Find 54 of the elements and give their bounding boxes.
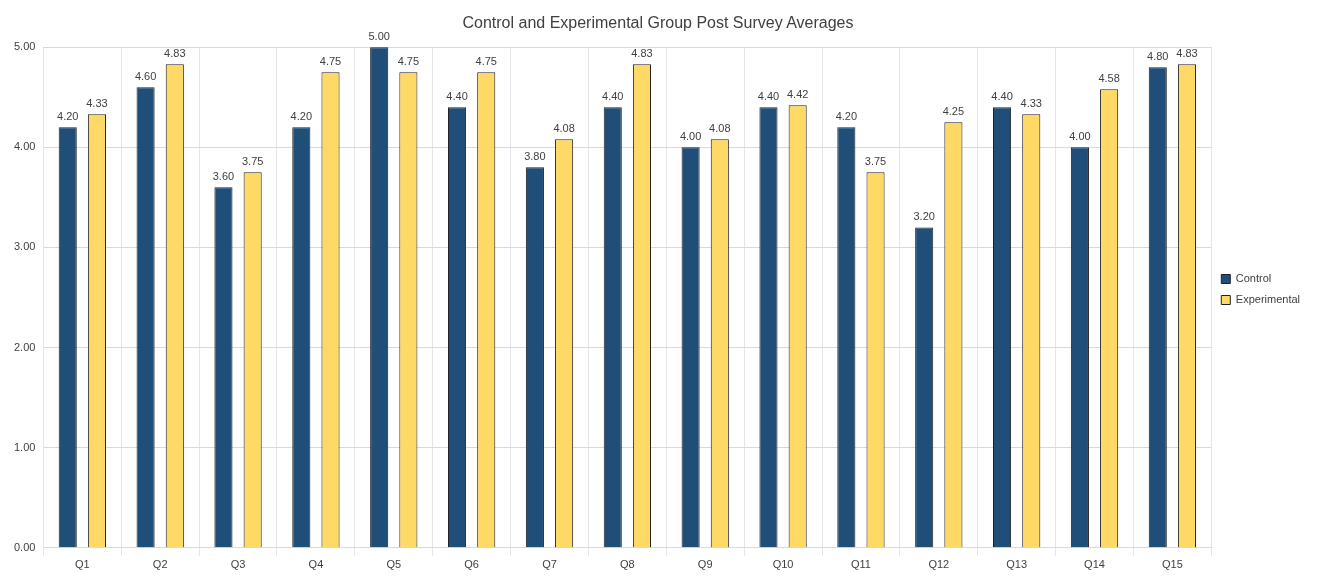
y-tick-label: 0.00: [13, 540, 36, 553]
x-tick-label: Q7: [542, 558, 557, 571]
legend-label: Control: [1235, 272, 1272, 285]
y-tick-label: 1.00: [13, 440, 36, 453]
x-tick-label: Q14: [1084, 558, 1105, 571]
x-tick-label: Q1: [75, 558, 90, 571]
y-tick-label: 5.00: [13, 40, 36, 53]
data-label: 4.60: [134, 69, 157, 82]
data-label: 4.75: [397, 54, 420, 67]
data-label: 4.42: [786, 87, 809, 100]
data-label: 4.58: [1098, 71, 1120, 84]
x-tick-label: Q10: [772, 558, 794, 571]
data-label: 4.40: [446, 89, 468, 102]
data-label: 4.20: [290, 109, 313, 122]
data-label: 3.20: [913, 209, 935, 222]
y-tick-label: 3.00: [13, 240, 36, 253]
data-label: 4.33: [86, 96, 108, 109]
chart-title: Control and Experimental Group Post Survey Averages: [462, 14, 854, 32]
x-tick-label: Q6: [464, 558, 479, 571]
x-tick-label: Q9: [697, 558, 713, 571]
data-label: 4.40: [991, 89, 1013, 102]
y-tick-label: 2.00: [13, 340, 36, 353]
x-tick-label: Q5: [386, 558, 402, 571]
data-label: 5.00: [368, 29, 390, 42]
x-tick-label: Q4: [308, 558, 324, 571]
x-tick-label: Q2: [152, 558, 168, 571]
data-label: 3.75: [241, 154, 264, 167]
data-label: 4.00: [679, 129, 702, 142]
data-label: 4.08: [553, 121, 575, 134]
data-label: 4.33: [1020, 96, 1042, 109]
data-label: 4.83: [1176, 46, 1198, 59]
data-label: 3.60: [212, 169, 235, 182]
data-label: 4.25: [942, 104, 965, 117]
x-tick-label: Q13: [1006, 558, 1028, 571]
data-label: 4.80: [1147, 49, 1169, 62]
x-tick-label: Q8: [620, 558, 635, 571]
x-tick-label: Q15: [1161, 558, 1183, 571]
x-tick-label: Q3: [230, 558, 246, 571]
data-label: 4.75: [319, 54, 342, 67]
legend-label: Experimental: [1235, 293, 1301, 306]
x-tick-label: Q12: [928, 558, 950, 571]
data-label: 4.75: [475, 54, 497, 67]
data-label: 4.40: [602, 89, 624, 102]
x-tick-label: Q11: [850, 558, 871, 571]
data-label: 3.75: [864, 154, 887, 167]
data-label: 4.83: [164, 46, 186, 59]
data-label: 4.08: [709, 121, 731, 134]
data-label: 4.20: [835, 109, 858, 122]
y-tick-label: 4.00: [13, 140, 36, 153]
data-label: 4.20: [57, 109, 79, 122]
data-label: 3.80: [524, 149, 546, 162]
data-label: 4.83: [631, 46, 653, 59]
data-label: 4.00: [1069, 129, 1091, 142]
data-label: 4.40: [757, 89, 780, 102]
